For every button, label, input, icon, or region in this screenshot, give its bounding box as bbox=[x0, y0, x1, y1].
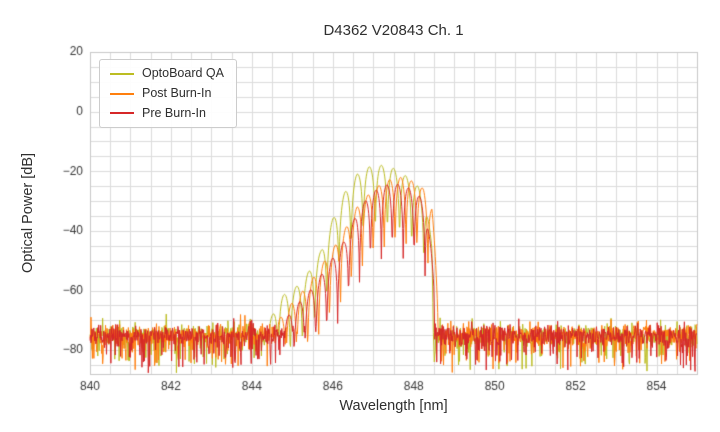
legend-item-pre-burn-in: Pre Burn-In bbox=[110, 105, 224, 121]
legend-line-swatch bbox=[110, 112, 134, 115]
legend-line-swatch bbox=[110, 72, 134, 75]
x-axis-label: Wavelength [nm] bbox=[339, 398, 448, 414]
legend-label: Post Burn-In bbox=[142, 85, 212, 100]
legend-item-post-burn-in: Post Burn-In bbox=[110, 85, 224, 101]
legend-item-optoboard-qa: OptoBoard QA bbox=[110, 66, 224, 81]
legend-label: OptoBoard QA bbox=[142, 66, 224, 80]
chart-title: D4362 V20843 Ch. 1 bbox=[323, 22, 464, 39]
legend-line-swatch bbox=[110, 92, 134, 95]
legend: OptoBoard QA Post Burn-In Pre Burn-In bbox=[99, 59, 237, 129]
legend-label: Pre Burn-In bbox=[142, 105, 206, 120]
